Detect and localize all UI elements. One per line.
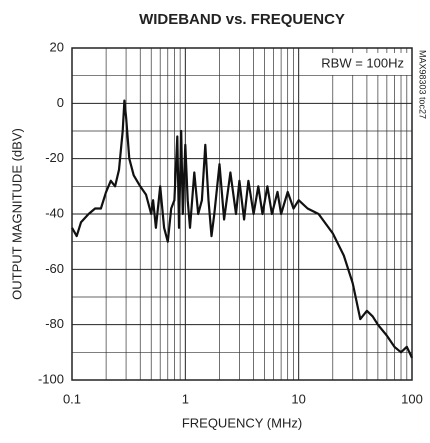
y-tick-label: -80	[45, 316, 64, 331]
data-line	[71, 99, 413, 359]
annotation: RBW = 100Hz	[321, 55, 404, 70]
annotation-bg	[312, 53, 408, 75]
y-tick-label: -100	[38, 371, 64, 386]
x-tick-label: 1	[182, 391, 189, 406]
y-tick-label: 20	[50, 39, 64, 54]
y-tick-label: 0	[57, 95, 64, 110]
x-axis-label: FREQUENCY (MHz)	[182, 415, 302, 430]
y-tick-label: -20	[45, 150, 64, 165]
chart-title: WIDEBAND vs. FREQUENCY	[139, 11, 345, 28]
y-axis-label: OUTPUT MAGNITUDE (dBV)	[9, 128, 24, 300]
x-tick-label: 100	[401, 391, 423, 406]
annotation: MAX98303 toc27	[418, 50, 428, 119]
x-tick-label: 10	[291, 391, 305, 406]
x-tick-label: 0.1	[63, 391, 81, 406]
y-tick-label: -60	[45, 261, 64, 276]
y-tick-label: -40	[45, 205, 64, 220]
plot-frame	[71, 47, 413, 381]
